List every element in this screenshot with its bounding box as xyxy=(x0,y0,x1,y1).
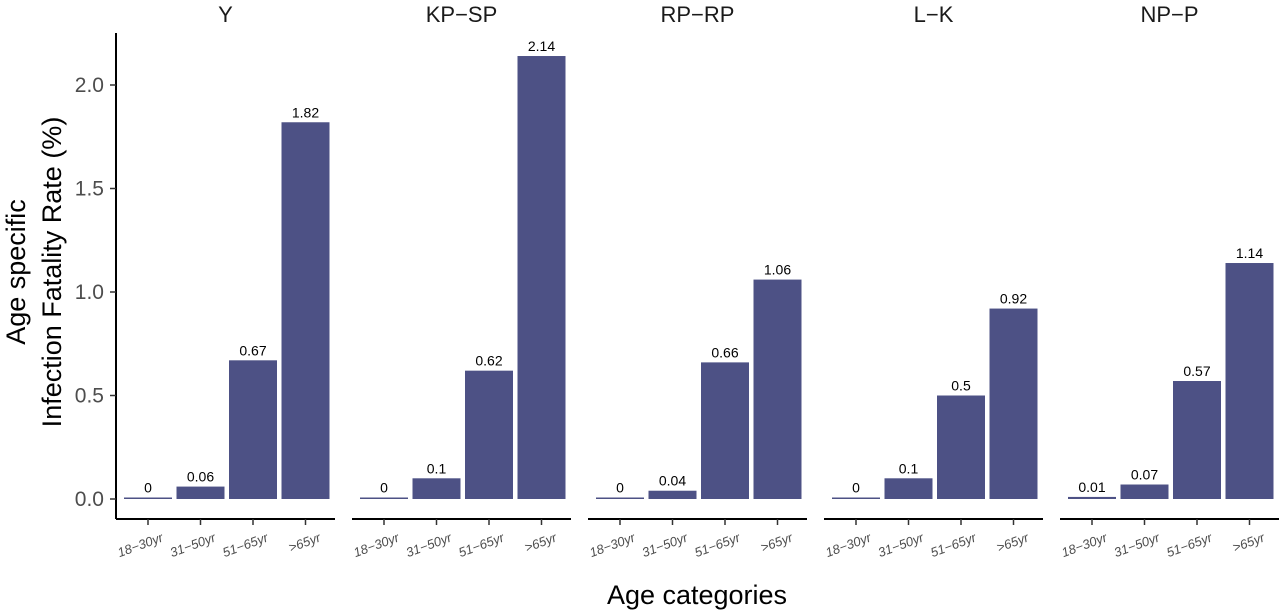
y-axis: 0.0 0.5 1.0 1.5 2.0 xyxy=(75,33,117,519)
x-tick-label: 31−50yr xyxy=(640,529,690,560)
y-tick-label: 1.5 xyxy=(75,178,104,201)
x-tick-label: 31−50yr xyxy=(404,529,454,560)
x-tick-label: 18−30yr xyxy=(823,529,873,560)
bar-value-label: 0.01 xyxy=(1078,479,1105,495)
x-tick-label: 51−65yr xyxy=(928,529,978,560)
bar xyxy=(1225,263,1274,499)
bar xyxy=(124,497,172,499)
bar-value-label: 0 xyxy=(144,480,152,496)
bar xyxy=(648,490,697,499)
bar xyxy=(1120,484,1169,499)
bar xyxy=(412,478,461,499)
bar xyxy=(1173,381,1221,499)
x-tick-label: >65yr xyxy=(522,529,559,555)
bar-value-label: 0.04 xyxy=(659,473,686,489)
bar-value-label: 0.57 xyxy=(1183,363,1210,379)
x-tick-label: 31−50yr xyxy=(1112,529,1162,560)
bar xyxy=(1068,496,1116,499)
bar xyxy=(360,497,408,499)
x-tick-label: >65yr xyxy=(994,529,1031,555)
panel: L−K 0 18−30yr 0.1 31−50yr 0.5 51−65yr 0.92 >65yr xyxy=(823,2,1043,560)
y-axis-title-line: Infection Fatality Rate (%) xyxy=(37,117,67,428)
bar-value-label: 0 xyxy=(616,480,624,496)
bar xyxy=(281,122,330,499)
x-tick-label: 31−50yr xyxy=(168,529,218,560)
bar-value-label: 2.14 xyxy=(528,38,555,54)
bar-value-label: 0.06 xyxy=(187,469,214,485)
bar-value-label: 1.82 xyxy=(292,104,319,120)
y-tick-label: 0.5 xyxy=(75,385,104,408)
panel: KP−SP 0 18−30yr 0.1 31−50yr 0.62 51−65yr 2.14 >6… xyxy=(351,2,571,560)
bar xyxy=(937,395,985,499)
bar-value-label: 0.1 xyxy=(427,460,447,476)
panel-title: RP−RP xyxy=(661,2,735,27)
panel-title: KP−SP xyxy=(426,2,498,27)
panel: RP−RP 0 18−30yr 0.04 31−50yr 0.66 51−65yr 1.06 >… xyxy=(587,2,807,560)
bar xyxy=(465,370,513,499)
y-tick-label: 2.0 xyxy=(75,74,104,97)
x-tick-label: >65yr xyxy=(758,529,795,555)
bar xyxy=(989,308,1038,499)
bar-value-label: 1.06 xyxy=(764,262,791,278)
x-tick-label: >65yr xyxy=(1230,529,1267,555)
x-tick-label: 18−30yr xyxy=(351,529,401,560)
bar-value-label: 0.62 xyxy=(475,353,502,369)
bar-value-label: 0.92 xyxy=(1000,291,1027,307)
bar-value-label: 0 xyxy=(380,480,388,496)
bar xyxy=(832,497,880,499)
x-tick-label: 51−65yr xyxy=(220,529,270,560)
bar xyxy=(517,56,566,500)
panel: NP−P 0.01 18−30yr 0.07 31−50yr 0.57 51−65yr 1.1… xyxy=(1059,2,1279,560)
bar xyxy=(229,360,277,499)
y-axis-title: Age specific Infection Fatality Rate (%) xyxy=(1,117,67,428)
panel-title: L−K xyxy=(914,2,954,27)
bar-value-label: 0 xyxy=(852,480,860,496)
bar-value-label: 0.66 xyxy=(711,344,738,360)
y-axis-title-line: Age specific xyxy=(1,199,31,345)
bar xyxy=(884,478,933,499)
x-tick-label: 51−65yr xyxy=(1164,529,1214,560)
bar-value-label: 1.14 xyxy=(1236,245,1263,261)
bar xyxy=(176,486,225,499)
bar xyxy=(701,362,749,499)
panel-title: NP−P xyxy=(1140,2,1198,27)
x-tick-label: 51−65yr xyxy=(692,529,742,560)
y-tick-label: 1.0 xyxy=(75,281,104,304)
x-tick-label: 18−30yr xyxy=(587,529,637,560)
x-axis-title: Age categories xyxy=(607,580,787,610)
x-tick-label: 18−30yr xyxy=(115,529,165,560)
x-tick-label: >65yr xyxy=(286,529,323,555)
panel-title: Y xyxy=(218,2,233,27)
bar-value-label: 0.07 xyxy=(1131,467,1158,483)
x-tick-label: 31−50yr xyxy=(876,529,926,560)
bar xyxy=(596,497,644,499)
y-tick-label: 0.0 xyxy=(75,488,104,511)
panels: Y 0 18−30yr 0.06 31−50yr 0.67 51−65yr 1.82 >65yr… xyxy=(115,2,1279,560)
panel: Y 0 18−30yr 0.06 31−50yr 0.67 51−65yr 1.82 >65yr xyxy=(115,2,335,560)
x-tick-label: 18−30yr xyxy=(1059,529,1109,560)
bar-value-label: 0.5 xyxy=(951,378,971,394)
bar-value-label: 0.67 xyxy=(239,342,266,358)
bar xyxy=(753,279,802,499)
x-tick-label: 51−65yr xyxy=(456,529,506,560)
bar-value-label: 0.1 xyxy=(899,460,919,476)
